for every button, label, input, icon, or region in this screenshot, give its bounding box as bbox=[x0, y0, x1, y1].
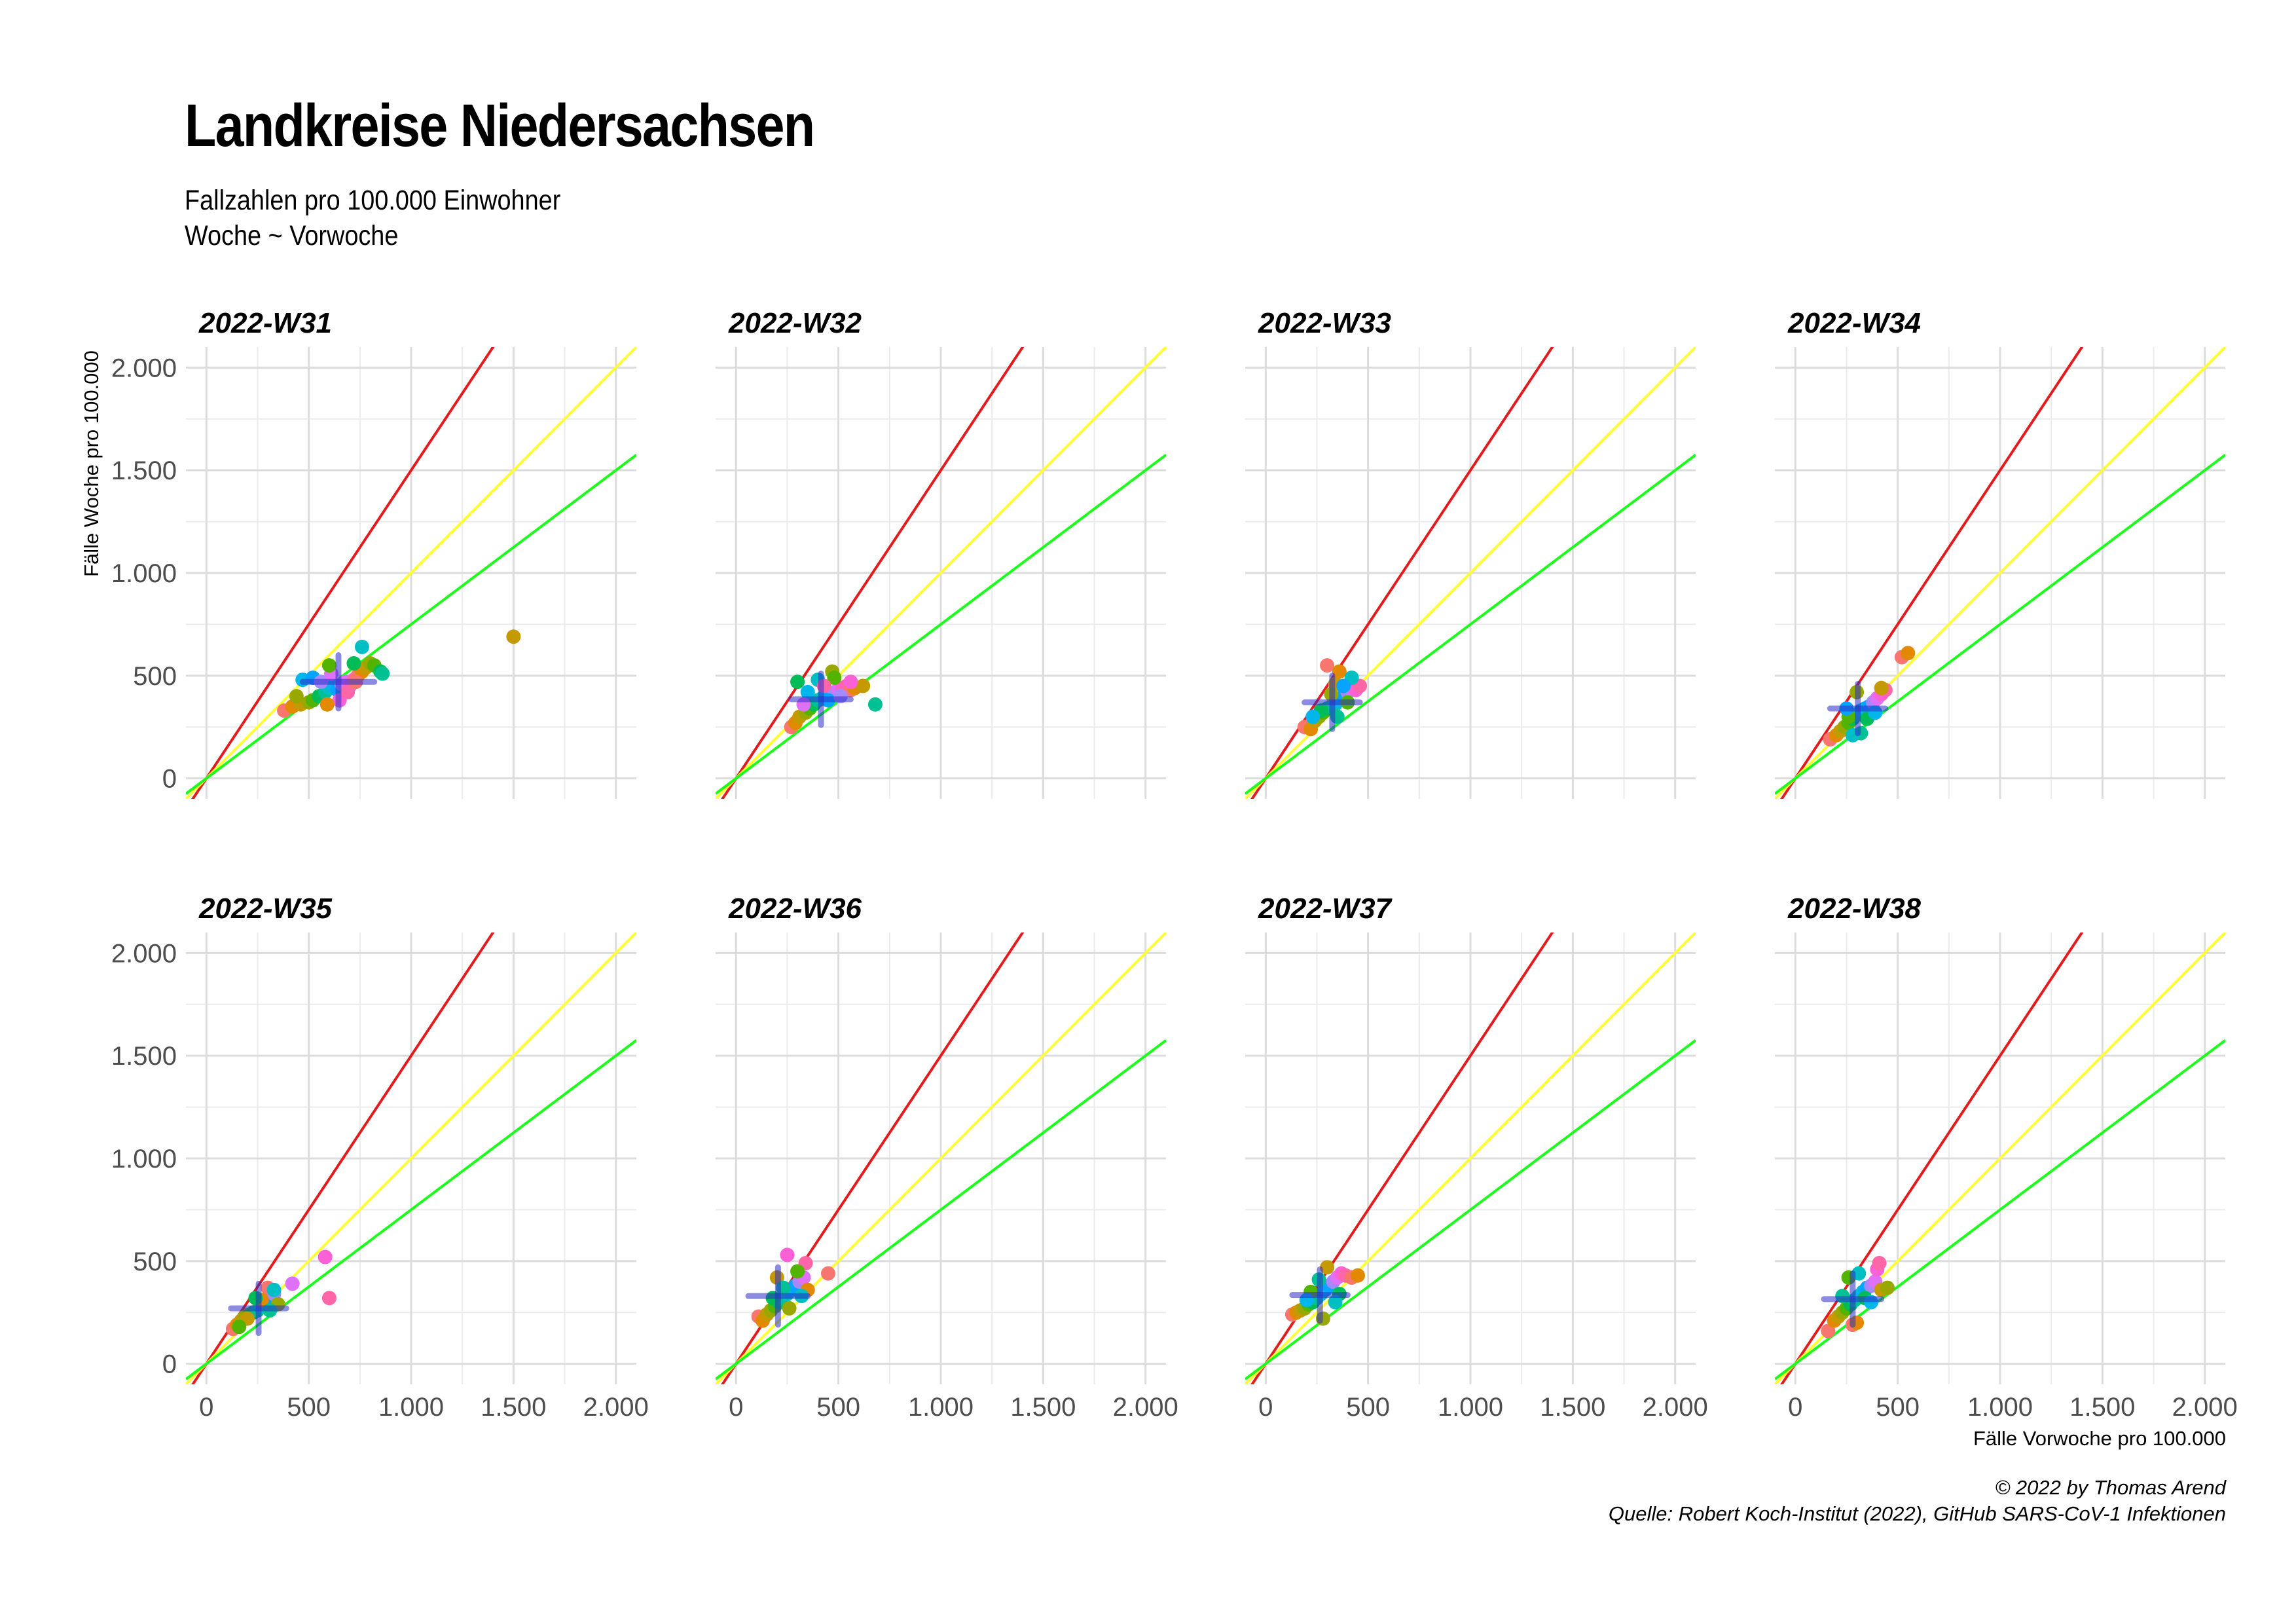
data-point bbox=[790, 1264, 805, 1279]
x-tick-label: 2.000 bbox=[1113, 1393, 1178, 1422]
x-tick-label: 500 bbox=[1346, 1393, 1390, 1422]
y-tick-label: 1.500 bbox=[111, 1042, 177, 1071]
x-tick-label: 1.500 bbox=[2069, 1393, 2135, 1422]
x-axis-label: Fälle Vorwoche pro 100.000 bbox=[1973, 1427, 2226, 1450]
data-point bbox=[1872, 1255, 1887, 1270]
x-tick-label: 1.500 bbox=[1010, 1393, 1076, 1422]
x-tick-label: 0 bbox=[729, 1393, 743, 1422]
y-tick-label: 2.000 bbox=[111, 354, 177, 382]
y-tick-label: 1.000 bbox=[111, 1145, 177, 1173]
data-point bbox=[1351, 1268, 1365, 1283]
facet-label: 2022-W31 bbox=[198, 307, 332, 339]
facet-label: 2022-W36 bbox=[728, 893, 862, 925]
data-point bbox=[790, 674, 805, 690]
y-tick-label: 500 bbox=[133, 1247, 177, 1276]
facet-label: 2022-W35 bbox=[198, 893, 333, 925]
y-tick-label: 2.000 bbox=[111, 939, 177, 968]
y-tick-label: 1.500 bbox=[111, 456, 177, 485]
data-point bbox=[375, 666, 390, 681]
data-point bbox=[354, 639, 369, 654]
data-point bbox=[782, 1301, 797, 1316]
chart-subtitle-line-1: Fallzahlen pro 100.000 Einwohner bbox=[185, 185, 561, 216]
data-point bbox=[1901, 646, 1916, 661]
x-tick-label: 500 bbox=[1876, 1393, 1920, 1422]
data-point bbox=[1880, 1280, 1895, 1295]
caption-source: Quelle: Robert Koch-Institut (2022), Git… bbox=[1608, 1502, 2226, 1525]
data-point bbox=[319, 697, 335, 712]
data-point bbox=[1320, 658, 1335, 673]
facet-panel-2022-W36: 2022-W36 0 500 1.000 1.500 2.000 bbox=[716, 893, 1178, 1422]
x-tick-label: 1.500 bbox=[1540, 1393, 1605, 1422]
reference-line-slope-1.5 bbox=[191, 347, 495, 799]
reference-line-slope-0.75 bbox=[186, 454, 636, 795]
facet-panel-2022-W37: 2022-W37 0 500 1.000 1.500 2.000 bbox=[1245, 893, 1708, 1422]
reference-line-slope-0.75 bbox=[1245, 454, 1696, 795]
facet-panel-2022-W32: 2022-W32 bbox=[716, 307, 1166, 799]
x-tick-label: 1.000 bbox=[908, 1393, 974, 1422]
facet-panel-2022-W34: 2022-W34 bbox=[1775, 307, 2225, 799]
facet-label: 2022-W34 bbox=[1787, 307, 1921, 339]
chart-title: Landkreise Niedersachsen bbox=[185, 92, 815, 159]
reference-line-slope-1.5 bbox=[1780, 347, 2084, 799]
data-point bbox=[321, 658, 337, 673]
data-point bbox=[843, 674, 858, 690]
x-tick-label: 500 bbox=[816, 1393, 860, 1422]
x-tick-label: 0 bbox=[1788, 1393, 1802, 1422]
data-point bbox=[800, 684, 815, 699]
facet-panel-2022-W33: 2022-W33 bbox=[1245, 307, 1696, 799]
data-point bbox=[285, 1276, 300, 1291]
data-point bbox=[780, 1247, 795, 1263]
data-point bbox=[821, 1266, 835, 1281]
facet-label: 2022-W32 bbox=[728, 307, 862, 339]
data-point bbox=[827, 670, 842, 685]
data-point bbox=[232, 1320, 247, 1335]
data-point bbox=[289, 689, 304, 704]
y-tick-label: 500 bbox=[133, 662, 177, 691]
x-tick-label: 2.000 bbox=[1643, 1393, 1708, 1422]
x-tick-label: 1.500 bbox=[481, 1393, 546, 1422]
data-point bbox=[506, 629, 521, 644]
data-point bbox=[1328, 1295, 1343, 1310]
x-tick-label: 500 bbox=[287, 1393, 331, 1422]
data-point bbox=[1320, 1260, 1335, 1275]
data-point bbox=[1336, 678, 1351, 693]
data-point bbox=[1874, 680, 1889, 695]
data-point bbox=[266, 1282, 282, 1297]
y-tick-label: 0 bbox=[162, 1350, 177, 1379]
data-point bbox=[1332, 664, 1347, 679]
reference-line-slope-1.5 bbox=[721, 347, 1025, 799]
caption-copyright: © 2022 by Thomas Arend bbox=[1995, 1476, 2226, 1499]
x-tick-label: 2.000 bbox=[2172, 1393, 2238, 1422]
reference-line-slope-1.5 bbox=[191, 932, 495, 1384]
x-tick-label: 2.000 bbox=[583, 1393, 649, 1422]
facet-panel-2022-W38: 2022-W38 0 500 1.000 1.500 2.000 bbox=[1775, 893, 2238, 1422]
data-point bbox=[321, 1291, 337, 1306]
facet-label: 2022-W37 bbox=[1258, 893, 1393, 925]
data-point bbox=[1305, 709, 1321, 724]
x-tick-label: 1.000 bbox=[1967, 1393, 2033, 1422]
y-tick-label: 1.000 bbox=[111, 559, 177, 588]
facet-panel-2022-W31: 2022-W31 0 500 1.000 1.500 2.000 bbox=[111, 307, 636, 799]
data-point bbox=[346, 656, 361, 671]
y-tick-label: 0 bbox=[162, 765, 177, 794]
y-axis-label: Fälle Woche pro 100.000 bbox=[80, 350, 103, 577]
facet-label: 2022-W38 bbox=[1787, 893, 1922, 925]
facet-panel-2022-W35: 2022-W35 0 500 1.000 1.500 2.000 0 500 1.000 1.50… bbox=[111, 893, 649, 1422]
x-tick-label: 1.000 bbox=[378, 1393, 444, 1422]
data-point bbox=[856, 678, 871, 693]
data-point bbox=[340, 684, 355, 699]
x-tick-label: 0 bbox=[1258, 1393, 1273, 1422]
x-tick-label: 1.000 bbox=[1438, 1393, 1503, 1422]
reference-line-slope-0.75 bbox=[716, 454, 1166, 795]
x-tick-label: 0 bbox=[199, 1393, 213, 1422]
facet-label: 2022-W33 bbox=[1258, 307, 1391, 339]
reference-line-slope-0.75 bbox=[716, 1039, 1166, 1380]
reference-line-slope-1.5 bbox=[1250, 347, 1554, 799]
chart-subtitle-line-2: Woche ~ Vorwoche bbox=[185, 220, 399, 251]
reference-line-slope-1 bbox=[186, 347, 636, 799]
data-point bbox=[318, 1249, 333, 1264]
data-point bbox=[867, 697, 883, 712]
